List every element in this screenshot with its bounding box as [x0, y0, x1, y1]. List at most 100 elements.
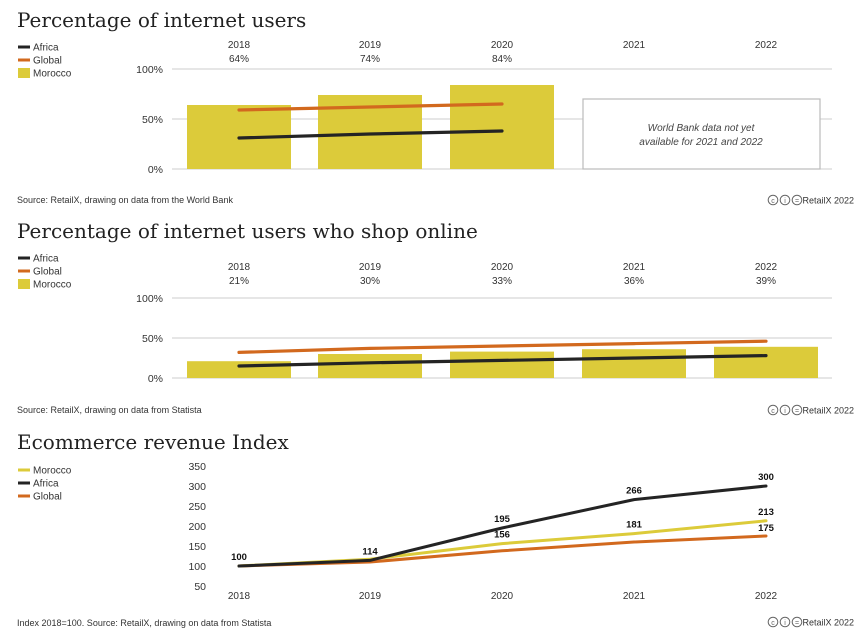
credit-text: RetailX 2022: [802, 618, 854, 628]
chart-title-3: Ecommerce revenue Index: [17, 430, 289, 454]
y-tick-label: 150: [188, 541, 206, 553]
source-text: Source: RetailX, drawing on data from St…: [17, 405, 202, 415]
y-tick-label: 0%: [148, 373, 163, 385]
credit-text: RetailX 2022: [802, 196, 854, 206]
y-tick-label: 0%: [148, 164, 163, 176]
data-label: 30%: [360, 276, 380, 287]
cc-license-glyph: =: [795, 620, 799, 627]
data-label-africa: 300: [758, 472, 774, 483]
cc-license-glyph: c: [771, 198, 775, 205]
legend-swatch-global: [18, 269, 30, 273]
y-tick-label: 350: [188, 461, 206, 473]
y-tick-label: 200: [188, 521, 206, 533]
cc-license-glyph: i: [784, 620, 786, 627]
cc-license-icon: [767, 404, 779, 416]
note-box: [582, 98, 821, 170]
bar-morocco-2020: [450, 85, 554, 169]
source-text: Index 2018=100. Source: RetailX, drawing…: [17, 618, 271, 628]
data-label-morocco: 181: [626, 520, 643, 531]
chart-title-2: Percentage of internet users who shop on…: [17, 219, 478, 243]
cc-license-glyph: i: [784, 408, 786, 415]
credit-text: RetailX 2022: [802, 406, 854, 416]
category-label: 2019: [359, 40, 382, 51]
y-tick-label: 50%: [142, 114, 163, 126]
legend-label-africa: Africa: [33, 254, 59, 265]
data-label-africa: 100: [231, 552, 247, 563]
category-label: 2022: [755, 262, 778, 273]
x-tick-label: 2022: [755, 591, 778, 602]
category-label: 2018: [228, 40, 251, 51]
cc-license-icon: [779, 404, 791, 416]
bar-morocco-2022: [714, 346, 818, 378]
source-text: Source: RetailX, drawing on data from th…: [17, 195, 233, 205]
data-label: 84%: [492, 54, 512, 65]
series-line-global: [237, 339, 768, 354]
cc-license-icon: [791, 194, 803, 206]
cc-license-icon: [767, 194, 779, 206]
data-label-morocco: 156: [494, 530, 510, 541]
cc-license-icon: [767, 616, 779, 628]
data-label-morocco: 213: [758, 507, 774, 518]
category-label: 2020: [491, 262, 514, 273]
data-label: 33%: [492, 276, 512, 287]
y-tick-label: 250: [188, 501, 206, 513]
legend-label-africa: Africa: [33, 479, 59, 490]
bar-morocco-2021: [582, 349, 686, 378]
cc-license-icon: [791, 616, 803, 628]
data-label: 39%: [756, 276, 776, 287]
legend-label-global: Global: [33, 267, 62, 278]
x-tick-label: 2019: [359, 591, 382, 602]
y-tick-label: 100: [188, 561, 206, 573]
bar-morocco-2019: [318, 354, 422, 378]
cc-license-glyph: =: [795, 198, 799, 205]
bar-morocco-2020: [450, 351, 554, 378]
category-label: 2021: [623, 262, 646, 273]
data-label-africa: 114: [362, 546, 378, 557]
x-tick-label: 2018: [228, 591, 251, 602]
legend-label-morocco: Morocco: [33, 466, 72, 477]
x-tick-label: 2020: [491, 591, 514, 602]
y-tick-label: 100%: [136, 293, 163, 305]
category-label: 2021: [623, 40, 646, 51]
chart-title-1: Percentage of internet users: [17, 8, 306, 32]
cc-license-glyph: c: [771, 408, 775, 415]
legend-label-africa: Africa: [33, 43, 59, 54]
legend-swatch-morocco: [18, 468, 30, 472]
legend-swatch-morocco: [18, 279, 30, 289]
data-label: 64%: [229, 54, 249, 65]
cc-license-glyph: i: [784, 198, 786, 205]
data-label-africa: 266: [626, 486, 642, 497]
legend-swatch-morocco: [18, 68, 30, 78]
cc-license-glyph: =: [795, 408, 799, 415]
y-tick-label: 50: [194, 581, 206, 593]
legend-swatch-africa: [18, 481, 30, 485]
series-line-africa: [237, 354, 768, 368]
legend-swatch-global: [18, 494, 30, 498]
legend-swatch-africa: [18, 45, 30, 49]
data-label: 36%: [624, 276, 644, 287]
y-tick-label: 50%: [142, 333, 163, 345]
legend-label-morocco: Morocco: [33, 280, 72, 291]
cc-license-icon: [779, 194, 791, 206]
cc-license-icon: [791, 404, 803, 416]
note-text: available for 2021 and 2022: [639, 137, 763, 148]
legend-label-global: Global: [33, 56, 62, 67]
category-label: 2018: [228, 262, 251, 273]
category-label: 2020: [491, 40, 514, 51]
data-label-africa: 195: [494, 514, 511, 525]
x-tick-label: 2021: [623, 591, 646, 602]
legend-swatch-global: [18, 58, 30, 62]
category-label: 2019: [359, 262, 382, 273]
cc-license-icon: [779, 616, 791, 628]
data-label-global: 175: [758, 523, 775, 534]
cc-license-glyph: c: [771, 620, 775, 627]
data-label: 21%: [229, 276, 249, 287]
data-label: 74%: [360, 54, 380, 65]
legend-swatch-africa: [18, 256, 30, 260]
series-line-global: [237, 102, 504, 112]
legend-label-global: Global: [33, 492, 62, 503]
series-line-africa: [237, 484, 768, 568]
category-label: 2022: [755, 40, 778, 51]
note-text: World Bank data not yet: [648, 123, 756, 134]
